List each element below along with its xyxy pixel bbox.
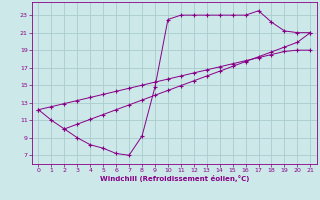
X-axis label: Windchill (Refroidissement éolien,°C): Windchill (Refroidissement éolien,°C) xyxy=(100,175,249,182)
